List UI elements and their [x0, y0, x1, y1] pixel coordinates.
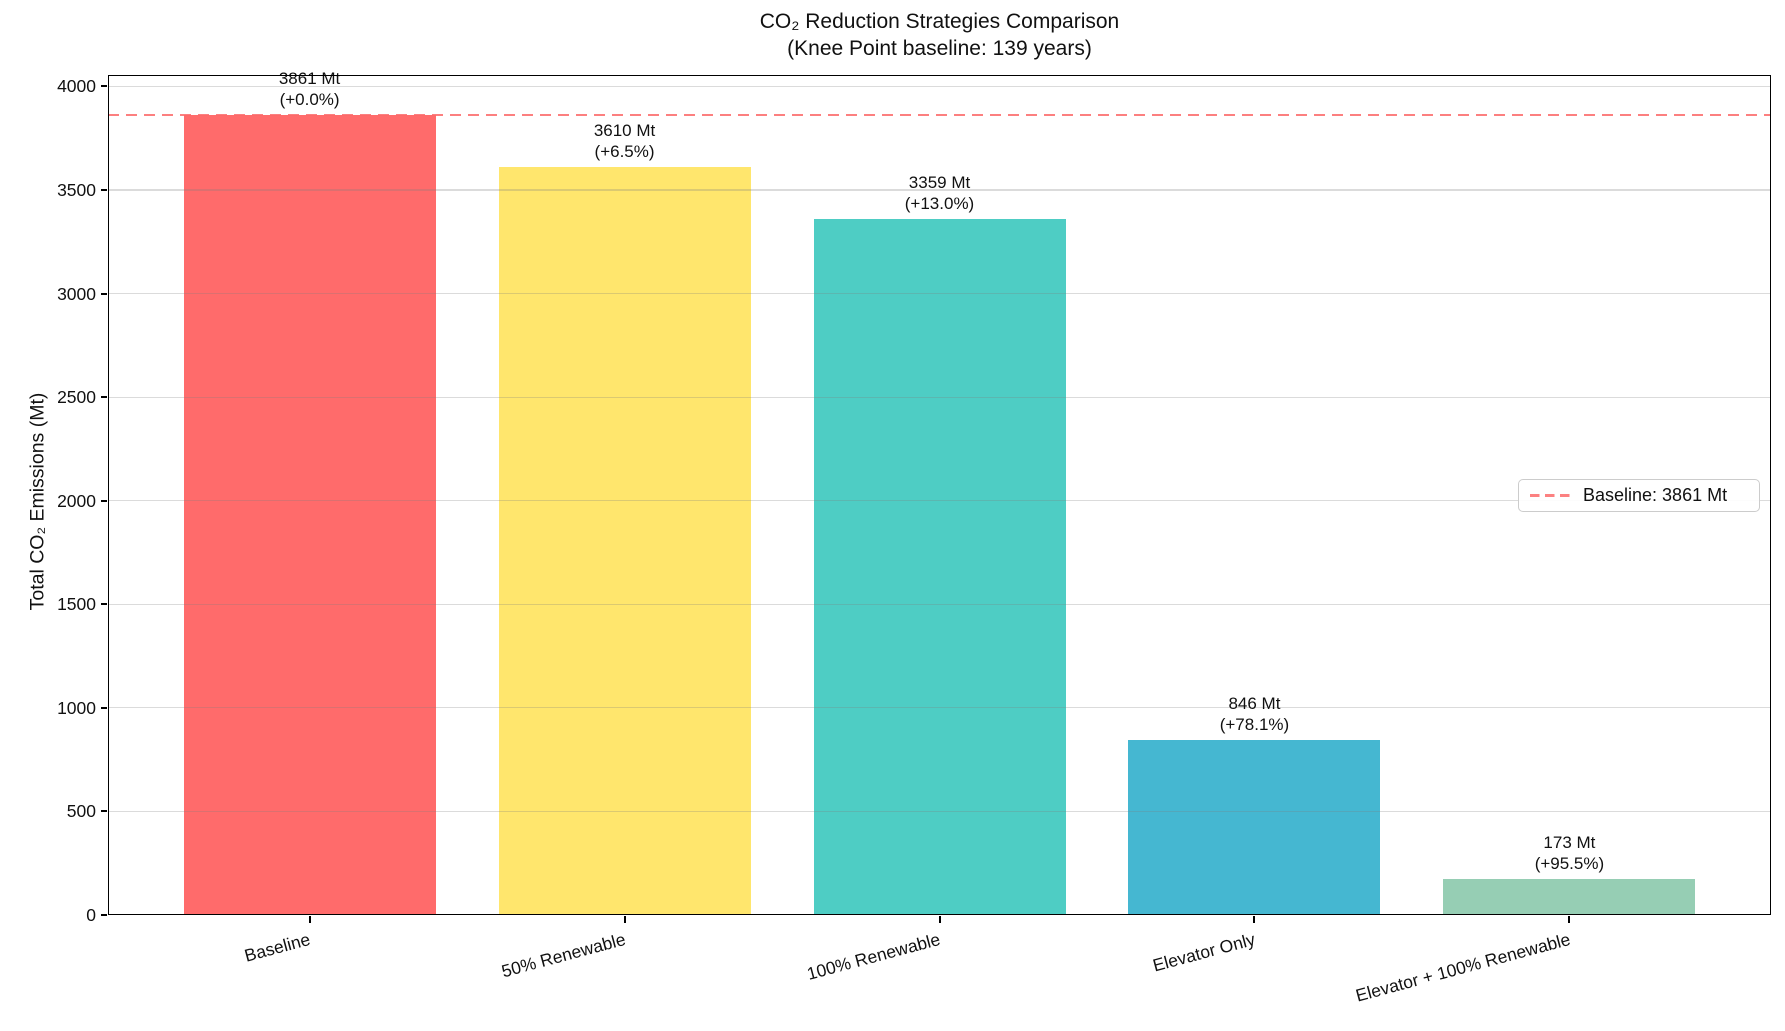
y-tick-mark — [101, 188, 107, 191]
y-tick-mark — [101, 85, 107, 88]
x-tick-label: Elevator Only — [1151, 929, 1258, 976]
y-tick-label: 500 — [66, 801, 96, 822]
bar-percent-text: (+95.5%) — [1534, 854, 1605, 874]
baseline-reference-line — [108, 113, 1771, 117]
y-tick-mark — [101, 396, 107, 399]
y-tick-label: 2000 — [57, 490, 96, 511]
bar-percent-text: (+78.1%) — [1219, 714, 1290, 734]
bar-value-text: 3359 Mt — [908, 173, 971, 193]
x-tick-label: Baseline — [242, 929, 313, 966]
x-tick-mark — [308, 916, 311, 923]
y-gridline — [108, 189, 1771, 191]
x-tick-label: 50% Renewable — [499, 929, 628, 982]
x-tick-label: Elevator + 100% Renewable — [1353, 929, 1573, 1006]
bar-percent-text: (+13.0%) — [904, 194, 975, 214]
bar-percent-text: (+0.0%) — [279, 90, 340, 110]
x-tick-label: 100% Renewable — [804, 929, 943, 984]
bar-value-label: 846 Mt (+78.1%) — [1128, 693, 1380, 735]
y-tick-mark — [101, 292, 107, 295]
bar-value-label: 3610 Mt (+6.5%) — [499, 120, 751, 162]
x-tick-mark — [623, 916, 626, 923]
y-tick-mark — [101, 499, 107, 502]
bar-value-text: 173 Mt — [1543, 833, 1596, 853]
y-gridline — [108, 707, 1771, 709]
bar-100-renewable — [813, 219, 1066, 915]
y-tick-mark — [101, 706, 107, 709]
bar-value-text: 3610 Mt — [593, 121, 656, 141]
y-tick-label: 1000 — [57, 697, 96, 718]
y-tick-label: 2500 — [57, 387, 96, 408]
legend-label: Baseline: 3861 Mt — [1583, 485, 1728, 505]
bar-percent-text: (+6.5%) — [594, 142, 655, 162]
chart-title-block: CO₂ Reduction Strategies Comparison (Kne… — [108, 8, 1771, 62]
y-gridline — [108, 85, 1771, 87]
bar-value-label: 173 Mt (+95.5%) — [1443, 832, 1695, 874]
y-tick-label: 3500 — [57, 179, 96, 200]
y-gridline — [108, 396, 1771, 398]
x-tick-mark — [938, 916, 941, 923]
chart-title: CO₂ Reduction Strategies Comparison — [759, 10, 1120, 33]
bar-50-renewable — [498, 167, 751, 915]
bar-value-label: 3359 Mt (+13.0%) — [814, 172, 1066, 214]
bar-elevator-only — [1128, 739, 1381, 915]
bar-baseline — [183, 115, 436, 915]
legend-dashed-line-icon — [1530, 494, 1570, 497]
y-gridline — [108, 810, 1771, 812]
y-tick-mark — [101, 810, 107, 813]
y-tick-mark — [101, 914, 107, 916]
y-gridline — [108, 500, 1771, 502]
y-gridline — [108, 292, 1771, 295]
y-gridline — [108, 603, 1771, 605]
bar-elevator-100-renewable — [1443, 879, 1696, 915]
x-tick-mark — [1568, 916, 1571, 923]
y-tick-mark — [101, 603, 107, 606]
bar-value-text: 3861 Mt — [278, 69, 341, 89]
y-tick-label: 1500 — [57, 594, 96, 615]
chart-subtitle: (Knee Point baseline: 139 years) — [787, 37, 1092, 60]
y-tick-label: 4000 — [57, 76, 96, 97]
x-tick-mark — [1253, 916, 1256, 923]
legend: Baseline: 3861 Mt — [1518, 479, 1760, 512]
y-tick-label: 0 — [86, 905, 96, 925]
bar-value-label: 3861 Mt (+0.0%) — [184, 68, 436, 110]
bar-value-text: 846 Mt — [1228, 693, 1281, 713]
y-tick-label: 3000 — [57, 283, 96, 304]
